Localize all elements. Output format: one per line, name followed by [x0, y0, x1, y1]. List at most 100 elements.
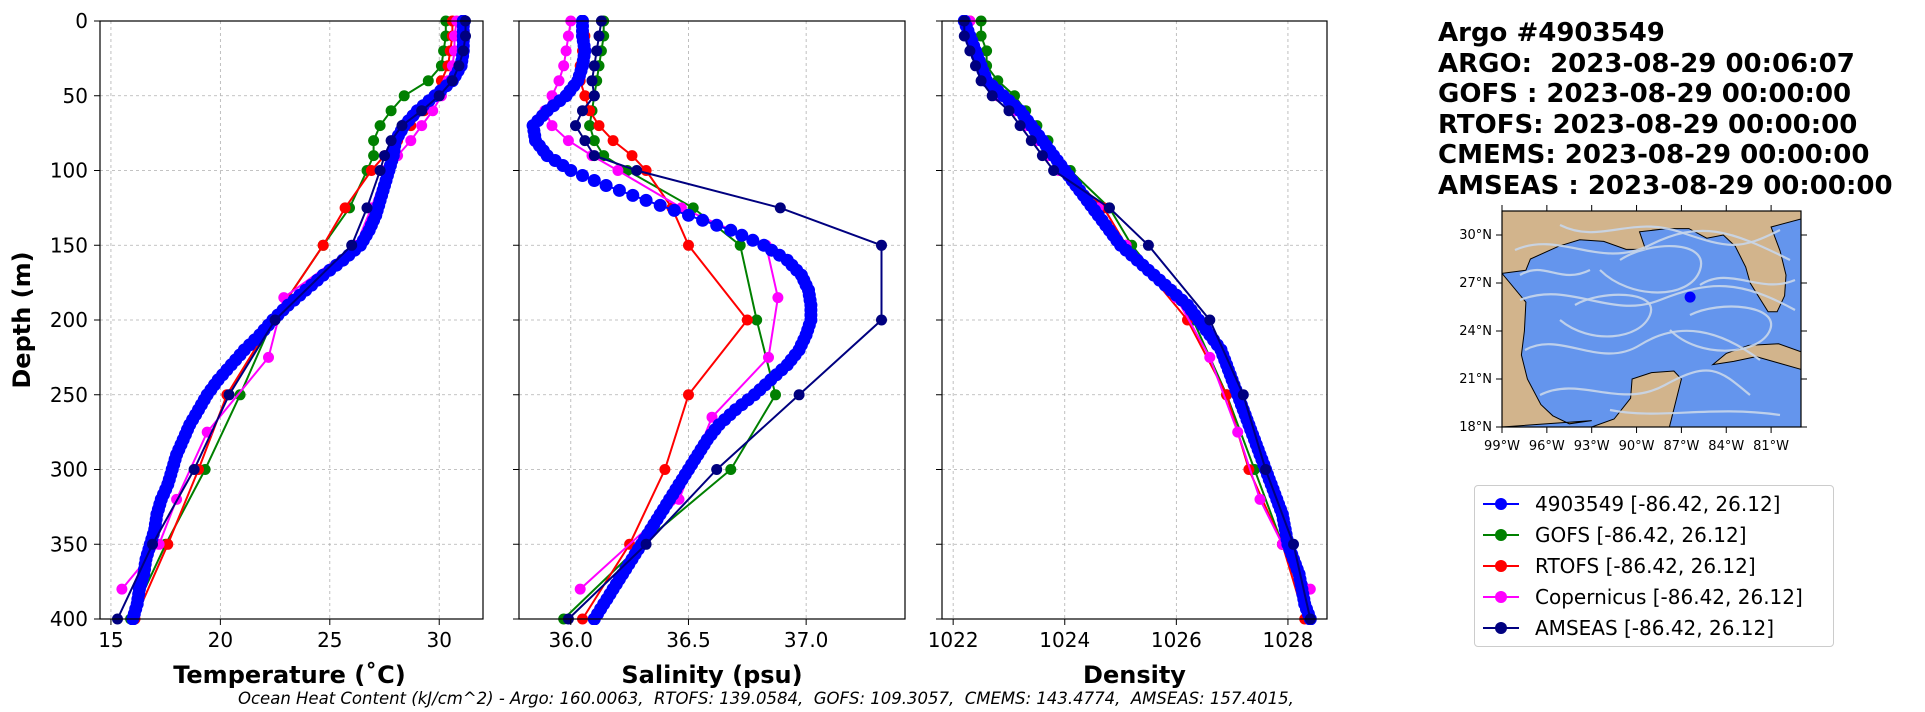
data-point-copernicus: [772, 292, 784, 304]
data-point-amseas: [570, 120, 581, 132]
x-tick-label: 1028: [1262, 628, 1313, 652]
map-lon-label: 93°W: [1574, 439, 1610, 454]
map-frame: [1501, 210, 1802, 428]
legend-item-amseas: AMSEAS [-86.42, 26.12]: [1475, 616, 1833, 640]
x-tick-label: 1022: [928, 628, 979, 652]
data-point-gofs: [584, 120, 596, 132]
x-axis-label: Temperature (˚C): [173, 661, 406, 689]
data-point-copernicus: [612, 165, 624, 176]
data-point-amseas: [396, 120, 408, 132]
x-tick-label: 36.5: [666, 628, 711, 652]
data-point-amseas: [591, 45, 603, 57]
data-point-copernicus: [558, 60, 570, 72]
map-lon-label: 84°W: [1708, 439, 1744, 454]
data-point-amseas: [579, 135, 591, 147]
data-point-gofs: [398, 90, 410, 102]
legend-marker-swatch: [1495, 622, 1507, 634]
x-axis-label: Density: [1083, 661, 1186, 689]
y-tick-label: 100: [50, 159, 88, 183]
land-mexico: [1502, 272, 1592, 427]
legend-marker-swatch: [1495, 529, 1507, 541]
data-point-argo: [667, 203, 681, 217]
data-point-amseas: [1204, 314, 1216, 326]
data-point-rtofs: [162, 538, 174, 550]
data-point-amseas: [269, 314, 281, 326]
data-point-amseas: [593, 30, 605, 42]
map-lat-label: 24°N: [1459, 324, 1492, 339]
legend: 4903549 [-86.42, 26.12] GOFS [-86.42, 26…: [1474, 485, 1834, 647]
map-lat-label: 18°N: [1459, 420, 1492, 435]
data-point-argo: [735, 228, 749, 242]
data-point-rtofs: [626, 150, 638, 162]
x-axis-label: Salinity (psu): [621, 661, 802, 689]
data-point-argo: [710, 218, 724, 232]
salinity-profile-panel: 36.0 36.5 37.0 Salinity (psu): [513, 15, 906, 689]
map-lat-label: 21°N: [1459, 372, 1492, 387]
y-tick-label: 350: [50, 532, 88, 556]
map-body: [1502, 211, 1801, 427]
data-point-amseas: [457, 45, 469, 57]
data-point-copernicus: [562, 135, 574, 147]
data-point-copernicus: [574, 583, 586, 595]
data-point-argo: [724, 223, 738, 237]
current-streamline: [1609, 408, 1781, 417]
legend-item-rtofs: RTOFS [-86.42, 26.12]: [1475, 554, 1833, 578]
data-point-copernicus: [427, 105, 439, 117]
data-point-amseas: [1014, 120, 1026, 132]
legend-label: AMSEAS [-86.42, 26.12]: [1535, 616, 1775, 640]
legend-label: 4903549 [-86.42, 26.12]: [1535, 492, 1781, 516]
y-tick-label: 0: [75, 9, 88, 33]
data-point-argo: [746, 233, 760, 247]
map-lon-label: 96°W: [1529, 439, 1565, 454]
data-point-argo: [599, 179, 613, 192]
data-point-copernicus: [553, 75, 565, 87]
data-point-amseas: [460, 30, 471, 42]
data-point-amseas: [975, 75, 987, 87]
data-point-gofs: [368, 150, 380, 162]
data-point-rtofs: [365, 165, 377, 176]
data-point-copernicus: [763, 351, 774, 363]
data-point-rtofs: [339, 202, 351, 214]
map-lon-label: 87°W: [1663, 439, 1699, 454]
current-streamline: [1599, 245, 1703, 294]
data-point-amseas: [1288, 538, 1299, 550]
map-lon-label: 90°W: [1619, 439, 1655, 454]
data-point-amseas: [453, 60, 465, 72]
data-point-gofs: [234, 389, 246, 401]
legend-label: GOFS [-86.42, 26.12]: [1535, 523, 1747, 547]
data-point-argo: [682, 208, 695, 222]
data-point-argo: [587, 174, 601, 187]
data-point-argo: [612, 183, 626, 197]
data-point-amseas: [588, 60, 600, 72]
data-point-gofs: [374, 120, 386, 132]
data-point-gofs: [751, 314, 763, 326]
map-lon-label: 99°W: [1484, 439, 1520, 454]
x-tick-label: 25: [317, 628, 342, 652]
data-point-copernicus: [416, 120, 428, 132]
data-point-amseas: [385, 135, 397, 147]
gulf-of-mexico-map: 30°N 27°N 24°N 21°N 18°N 99°W 96°W 93°W 90°W 87°W…: [1459, 205, 1807, 454]
data-point-amseas: [711, 464, 723, 475]
data-point-copernicus: [405, 135, 417, 147]
data-point-argo: [564, 164, 578, 177]
y-tick-label: 400: [50, 607, 88, 631]
legend-label: RTOFS [-86.42, 26.12]: [1535, 554, 1756, 578]
legend-marker-swatch: [1495, 591, 1507, 603]
map-lon-label: 81°W: [1753, 439, 1789, 454]
data-point-copernicus: [263, 351, 274, 363]
current-streamline: [1699, 276, 1796, 286]
data-point-argo: [626, 188, 640, 202]
data-point-gofs: [975, 30, 987, 42]
data-point-amseas: [577, 105, 588, 117]
data-point-amseas: [374, 165, 386, 176]
data-point-gofs: [368, 135, 380, 147]
data-point-amseas: [774, 202, 786, 214]
legend-label: Copernicus [-86.42, 26.12]: [1535, 585, 1803, 609]
data-point-rtofs: [593, 120, 605, 132]
data-point-amseas: [1142, 239, 1154, 251]
data-point-amseas: [876, 239, 887, 251]
data-point-amseas: [416, 105, 428, 117]
data-point-amseas: [1003, 105, 1015, 117]
series-group: [112, 15, 471, 625]
data-point-amseas: [188, 464, 200, 475]
